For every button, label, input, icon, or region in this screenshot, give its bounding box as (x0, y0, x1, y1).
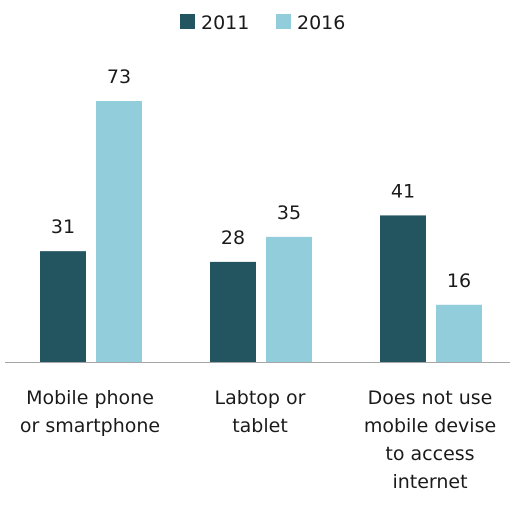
bar-2011-0 (40, 251, 86, 362)
legend-label-2016: 2016 (297, 12, 345, 34)
legend-label-2011: 2011 (201, 12, 249, 34)
bar-2011-1 (210, 261, 256, 362)
bar-2016-2 (436, 304, 482, 362)
data-label-2016-0: 73 (107, 66, 131, 88)
category-label-line: to access (385, 443, 474, 465)
value-labels: 31 73 28 35 41 16 (51, 66, 471, 292)
category-label-line: Does not use (368, 387, 493, 409)
category-label-line: mobile devise (364, 415, 496, 437)
category-label-1: Labtop or tablet (215, 387, 306, 437)
data-label-2011-0: 31 (51, 216, 75, 238)
category-label-line: Labtop or (215, 387, 306, 409)
category-labels: Mobile phone or smartphone Labtop or tablet… (20, 387, 496, 493)
legend-swatch-2011 (180, 14, 195, 29)
legend-swatch-2016 (276, 14, 291, 29)
legend: 2011 2016 (180, 12, 345, 34)
category-label-line: tablet (232, 415, 288, 437)
category-label-line: Mobile phone (26, 387, 154, 409)
category-label-line: internet (392, 471, 467, 493)
data-label-2016-1: 35 (277, 202, 301, 224)
category-label-2: Does not use mobile devise to access intern… (364, 387, 496, 493)
data-label-2016-2: 16 (447, 270, 471, 292)
category-label-0: Mobile phone or smartphone (20, 387, 160, 437)
bar-2016-1 (266, 236, 312, 362)
bar-2011-2 (380, 215, 426, 362)
data-label-2011-1: 28 (221, 227, 245, 249)
data-label-2011-2: 41 (391, 180, 415, 202)
category-label-line: or smartphone (20, 415, 160, 437)
bars (40, 101, 482, 362)
bar-2016-0 (96, 101, 142, 362)
